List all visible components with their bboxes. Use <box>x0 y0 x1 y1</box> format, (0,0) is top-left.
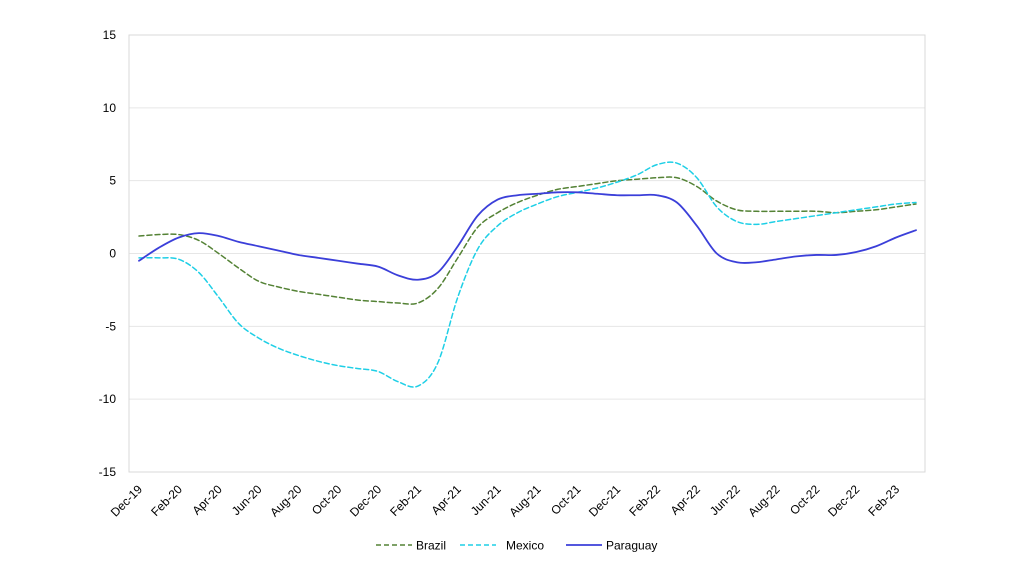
x-tick-label: Dec-22 <box>825 482 862 519</box>
legend: Brazil Mexico Paraguay <box>376 539 657 553</box>
x-tick-label: Dec-21 <box>586 482 623 519</box>
y-axis: 15 10 5 0 -5 -10 -15 <box>99 28 117 479</box>
x-tick-label: Jun-20 <box>229 482 265 518</box>
y-tick-label: -10 <box>99 392 117 406</box>
x-tick-label: Dec-19 <box>108 482 145 519</box>
x-tick-label: Apr-21 <box>429 482 465 518</box>
y-tick-label: -5 <box>105 319 116 333</box>
legend-label-paraguay: Paraguay <box>606 539 657 553</box>
x-tick-label: Aug-21 <box>506 482 543 519</box>
legend-label-mexico: Mexico <box>506 539 544 553</box>
y-tick-label: -15 <box>99 465 117 479</box>
gridlines <box>129 34 925 473</box>
x-tick-label: Jun-22 <box>707 482 743 518</box>
y-tick-label: 5 <box>109 174 116 188</box>
series-lines <box>138 161 917 388</box>
plot-area-border <box>128 34 926 473</box>
x-tick-label: Jun-21 <box>468 482 504 518</box>
y-tick-label: 0 <box>109 247 116 261</box>
x-tick-label: Oct-20 <box>309 482 345 518</box>
x-tick-label: Feb-23 <box>865 482 902 519</box>
y-tick-label: 15 <box>103 28 117 42</box>
x-tick-label: Feb-21 <box>387 482 424 519</box>
x-tick-label: Feb-20 <box>148 482 185 519</box>
series-line-brazil <box>138 176 917 305</box>
x-tick-label: Apr-22 <box>668 482 704 518</box>
x-tick-label: Oct-22 <box>787 482 823 518</box>
y-tick-label: 10 <box>103 101 117 115</box>
x-tick-label: Apr-20 <box>189 482 225 518</box>
series-line-paraguay <box>138 191 917 281</box>
x-tick-label: Dec-20 <box>347 482 384 519</box>
x-tick-label: Feb-22 <box>626 482 663 519</box>
legend-label-brazil: Brazil <box>416 539 446 553</box>
x-tick-label: Aug-20 <box>267 482 304 519</box>
x-tick-label: Aug-22 <box>745 482 782 519</box>
series-line-mexico <box>138 161 917 388</box>
x-tick-label: Oct-21 <box>548 482 584 518</box>
x-axis: Dec-19 Feb-20 Apr-20 Jun-20 Aug-20 Oct-20 Dec-… <box>108 482 903 519</box>
